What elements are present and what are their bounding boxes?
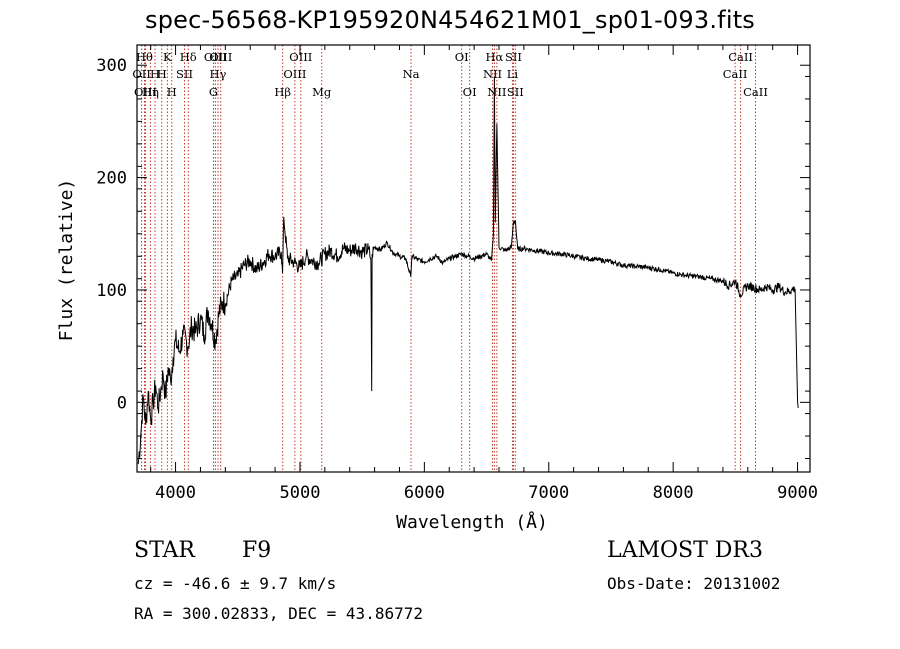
line-label: Hη — [142, 85, 159, 99]
survey-name: LAMOST DR3 — [607, 538, 763, 563]
x-tick-label: 6000 — [404, 483, 445, 503]
line-label: Hβ — [274, 85, 291, 99]
plot-border — [136, 44, 811, 473]
line-label: SII — [176, 67, 193, 81]
line-label: CaII — [728, 50, 753, 64]
spectrum-line — [137, 76, 799, 465]
x-tick-label: 9000 — [777, 483, 818, 503]
y-tick-label: 300 — [96, 56, 127, 76]
line-label: NII — [483, 67, 502, 81]
line-label: OIII — [283, 67, 306, 81]
line-label: OIII — [209, 50, 232, 64]
line-label: K — [163, 50, 172, 64]
line-label: CaII — [723, 67, 748, 81]
line-label: NII — [487, 85, 506, 99]
coordinates: RA = 300.02833, DEC = 43.86772 — [134, 604, 423, 623]
line-label: H — [150, 67, 160, 81]
line-label: OII — [132, 67, 151, 81]
line-label: OIII — [134, 85, 157, 99]
line-label: Hθ — [136, 50, 153, 64]
line-label: Hδ — [180, 50, 197, 64]
line-label: OIII — [204, 50, 227, 64]
line-label: CaII — [743, 85, 768, 99]
line-label: SII — [505, 50, 522, 64]
line-label: G — [209, 85, 218, 99]
line-label: Li — [507, 67, 519, 81]
line-label: OIII — [289, 50, 312, 64]
chart-title: spec-56568-KP195920N454621M01_sp01-093.f… — [144, 6, 756, 34]
line-label: Mg — [312, 85, 332, 99]
emission-line-labels: OIIHθOIIIHηHHKHSIIHδGOIIIHγOIIIHβOIIIOII… — [132, 50, 768, 99]
y-axis-label: Flux (relative) — [56, 179, 77, 342]
y-tick-label: 200 — [96, 169, 127, 189]
x-axis-label: Wavelength (Å) — [396, 511, 548, 533]
redshift-value: cz = -46.6 ± 9.7 km/s — [134, 574, 337, 593]
spectrum-series — [137, 76, 799, 465]
observation-date: Obs-Date: 20131002 — [607, 574, 781, 593]
line-label: Hα — [486, 50, 504, 64]
line-label: Hγ — [210, 67, 227, 81]
line-label: H — [167, 85, 177, 99]
x-tick-label: 7000 — [528, 483, 569, 503]
x-tick-label: 8000 — [653, 483, 694, 503]
axis-ticks: 4000 5000 6000 7000 8000 9000 0 100 200 300 — [96, 45, 818, 503]
object-subclass: F9 — [242, 538, 272, 563]
line-label: Na — [403, 67, 420, 81]
line-label: H — [157, 67, 167, 81]
line-label: OI — [455, 50, 469, 64]
x-tick-label: 5000 — [279, 483, 320, 503]
y-tick-label: 100 — [96, 281, 127, 301]
y-tick-label: 0 — [117, 393, 127, 413]
line-label: OI — [463, 85, 477, 99]
line-label: SII — [507, 85, 524, 99]
x-tick-label: 4000 — [155, 483, 196, 503]
plot-frame — [136, 44, 811, 473]
object-class: STAR — [134, 538, 195, 563]
